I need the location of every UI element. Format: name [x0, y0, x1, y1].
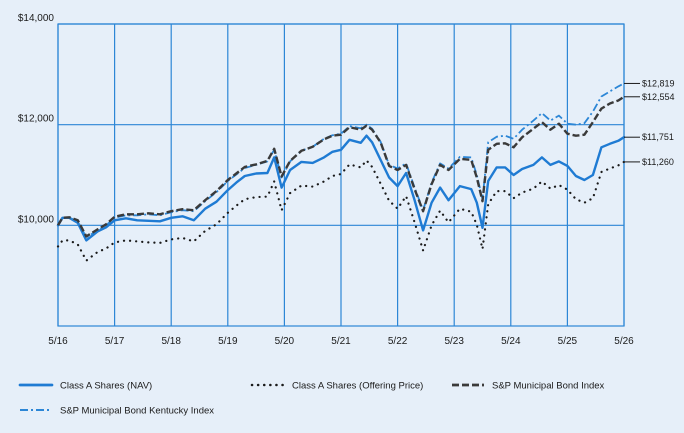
series-line-sandp-municipal-bond-index: [56, 95, 625, 238]
y-tick-label: $10,000: [18, 214, 55, 225]
legend-label-class-a-shares-nav: Class A Shares (NAV): [60, 381, 152, 392]
x-tick-label: 5/25: [558, 336, 578, 347]
x-tick-label: 5/16: [48, 336, 68, 347]
x-tick-label: 5/26: [614, 336, 634, 347]
x-tick-label: 5/22: [388, 336, 408, 347]
y-tick-label: $14,000: [18, 13, 55, 24]
series-line-class-a-shares-nav: [56, 134, 626, 242]
series-line-class-a-shares-offering-price: [56, 159, 626, 262]
series-line-sandp-municipal-bond-kentucky-index: [57, 82, 625, 239]
x-axis: 5/16 5/17 5/18 5/19 5/20 5/21 5/22 5/23 5/24 5/25…: [48, 336, 634, 347]
x-tick-label: 5/21: [331, 336, 351, 347]
y-axis: $14,000 $12,000 $10,000: [18, 13, 55, 225]
grid: [57, 23, 625, 327]
series-layer: [56, 82, 626, 262]
y-tick-label: $12,000: [18, 114, 55, 125]
x-tick-label: 5/20: [275, 336, 295, 347]
end-value-label-class-a-shares-nav: $11,751: [642, 132, 674, 142]
x-tick-label: 5/24: [501, 336, 521, 347]
end-value-label-class-a-shares-offering-price: $11,260: [642, 157, 674, 167]
legend-label-sandp-municipal-bond-index: S&P Municipal Bond Index: [492, 381, 605, 392]
x-tick-label: 5/18: [161, 336, 181, 347]
x-tick-label: 5/17: [105, 336, 125, 347]
end-value-label-sandp-municipal-bond-index: $12,554: [642, 92, 675, 102]
legend-label-class-a-shares-offering-price: Class A Shares (Offering Price): [292, 381, 423, 392]
x-tick-label: 5/19: [218, 336, 238, 347]
end-value-label-sandp-municipal-bond-kentucky-index: $12,819: [642, 78, 675, 88]
x-tick-label: 5/23: [444, 336, 464, 347]
legend-label-sandp-municipal-bond-kentucky-index: S&P Municipal Bond Kentucky Index: [60, 406, 214, 417]
end-labels: $11,751 $11,260 $12,554 $12,819: [624, 78, 675, 167]
legend: Class A Shares (NAV) Class A Shares (Offe…: [18, 381, 605, 417]
